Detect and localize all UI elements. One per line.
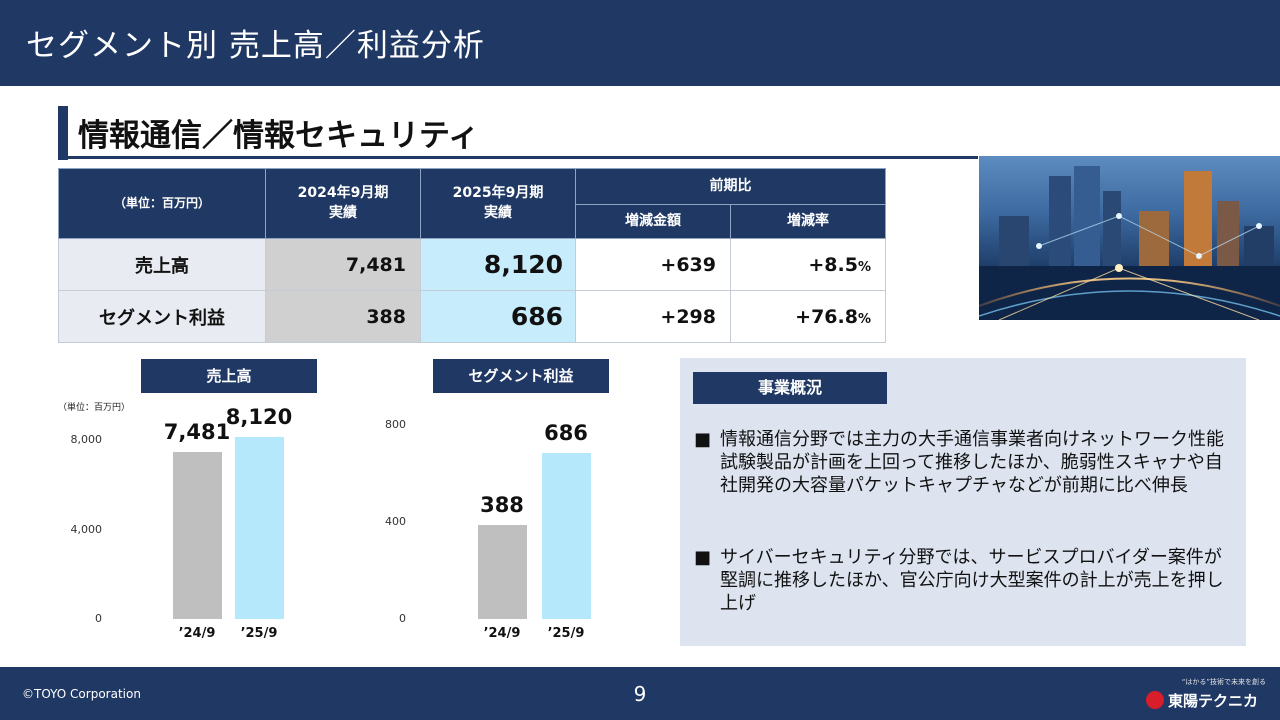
- diff-rate-value: +8.5: [808, 253, 858, 276]
- sales-bar-2025: [235, 437, 284, 619]
- percent-sign: %: [857, 311, 871, 327]
- prev-value: 7,481: [265, 238, 421, 291]
- sales-bar-label-2025: 8,120: [225, 405, 293, 430]
- diff-amount: +298: [575, 290, 731, 343]
- overview-title: 事業概況: [693, 372, 887, 404]
- overview-bullet: ■ 情報通信分野では主力の大手通信事業者向けネットワーク性能試験製品が計画を上回…: [694, 428, 1234, 497]
- business-overview-panel: 事業概況 ■ 情報通信分野では主力の大手通信事業者向けネットワーク性能試験製品が…: [680, 358, 1246, 646]
- city-network-illustration: [979, 166, 1280, 320]
- table-row-sales: 売上高 7,481 8,120 +639 +8.5%: [58, 238, 886, 291]
- company-logo: “はかる”技術で未来を創る 東陽テクニカ: [1146, 677, 1266, 713]
- yoy-header: 前期比: [575, 168, 886, 205]
- footer-bar: ©TOYO Corporation 9 “はかる”技術で未来を創る 東陽テクニカ: [0, 667, 1280, 720]
- profit-bar-label-2025: 686: [544, 420, 588, 445]
- section-underline: [58, 156, 978, 159]
- city-network-photo: [979, 156, 1280, 320]
- copyright: ©TOYO Corporation: [22, 687, 141, 701]
- profit-bar-label-2024: 388: [480, 492, 524, 517]
- profit-x-label: ’24/9: [483, 626, 521, 641]
- segment-table: （単位：百万円） 2024年9月期 実績 2025年9月期 実績 前期比 増減金…: [58, 168, 886, 343]
- square-bullet-icon: ■: [694, 547, 712, 568]
- logo-tagline: “はかる”技術で未来を創る: [1181, 678, 1266, 686]
- profit-ytick: 800: [385, 418, 406, 431]
- profit-chart-title: セグメント利益: [433, 359, 609, 393]
- diff-rate-value: +76.8: [795, 305, 858, 328]
- profit-ytick: 400: [385, 515, 406, 528]
- profit-bar-2025: [542, 452, 591, 619]
- diff-rate: +76.8%: [730, 290, 886, 343]
- sales-chart-unit: （単位：百万円）: [58, 403, 131, 413]
- section-title: 情報通信／情報セキュリティ: [78, 118, 480, 154]
- toyo-logo-mark-icon: [1146, 691, 1164, 709]
- unit-header: （単位：百万円）: [58, 168, 266, 239]
- diff-amount-header: 増減金額: [575, 204, 731, 239]
- profit-bar-2024: [478, 524, 527, 619]
- sales-x-label: ’25/9: [240, 626, 278, 641]
- square-bullet-icon: ■: [694, 429, 712, 450]
- current-value: 686: [420, 290, 576, 343]
- title-banner: セグメント別 売上高／利益分析: [0, 0, 1280, 86]
- prev-value: 388: [265, 290, 421, 343]
- bullet-text: サイバーセキュリティ分野では、サービスプロバイダー案件が堅調に推移したほか、官公…: [720, 547, 1224, 614]
- sales-bar-2024: [173, 451, 222, 619]
- sales-ytick: 0: [95, 612, 102, 625]
- page-number: 9: [633, 682, 647, 706]
- current-value: 8,120: [420, 238, 576, 291]
- sales-ytick: 4,000: [70, 523, 103, 536]
- sales-x-label: ’24/9: [178, 626, 216, 641]
- slide-title: セグメント別 売上高／利益分析: [26, 28, 485, 64]
- logo-name: 東陽テクニカ: [1168, 692, 1259, 710]
- current-period-header: 2025年9月期 実績: [420, 168, 576, 239]
- profit-ytick: 0: [399, 612, 406, 625]
- percent-sign: %: [857, 259, 871, 275]
- sales-ytick: 8,000: [70, 433, 103, 446]
- overview-bullet: ■ サイバーセキュリティ分野では、サービスプロバイダー案件が堅調に推移したほか、…: [694, 546, 1234, 615]
- prev-period-header: 2024年9月期 実績: [265, 168, 421, 239]
- sales-bar-label-2024: 7,481: [163, 419, 231, 444]
- row-label: セグメント利益: [58, 290, 266, 343]
- sales-chart-title: 売上高: [141, 359, 317, 393]
- profit-x-label: ’25/9: [547, 626, 585, 641]
- diff-rate-header: 増減率: [730, 204, 886, 239]
- diff-amount: +639: [575, 238, 731, 291]
- table-row-profit: セグメント利益 388 686 +298 +76.8%: [58, 290, 886, 343]
- section-accent-bar: [58, 106, 68, 160]
- diff-rate: +8.5%: [730, 238, 886, 291]
- row-label: 売上高: [58, 238, 266, 291]
- bullet-text: 情報通信分野では主力の大手通信事業者向けネットワーク性能試験製品が計画を上回って…: [720, 429, 1224, 496]
